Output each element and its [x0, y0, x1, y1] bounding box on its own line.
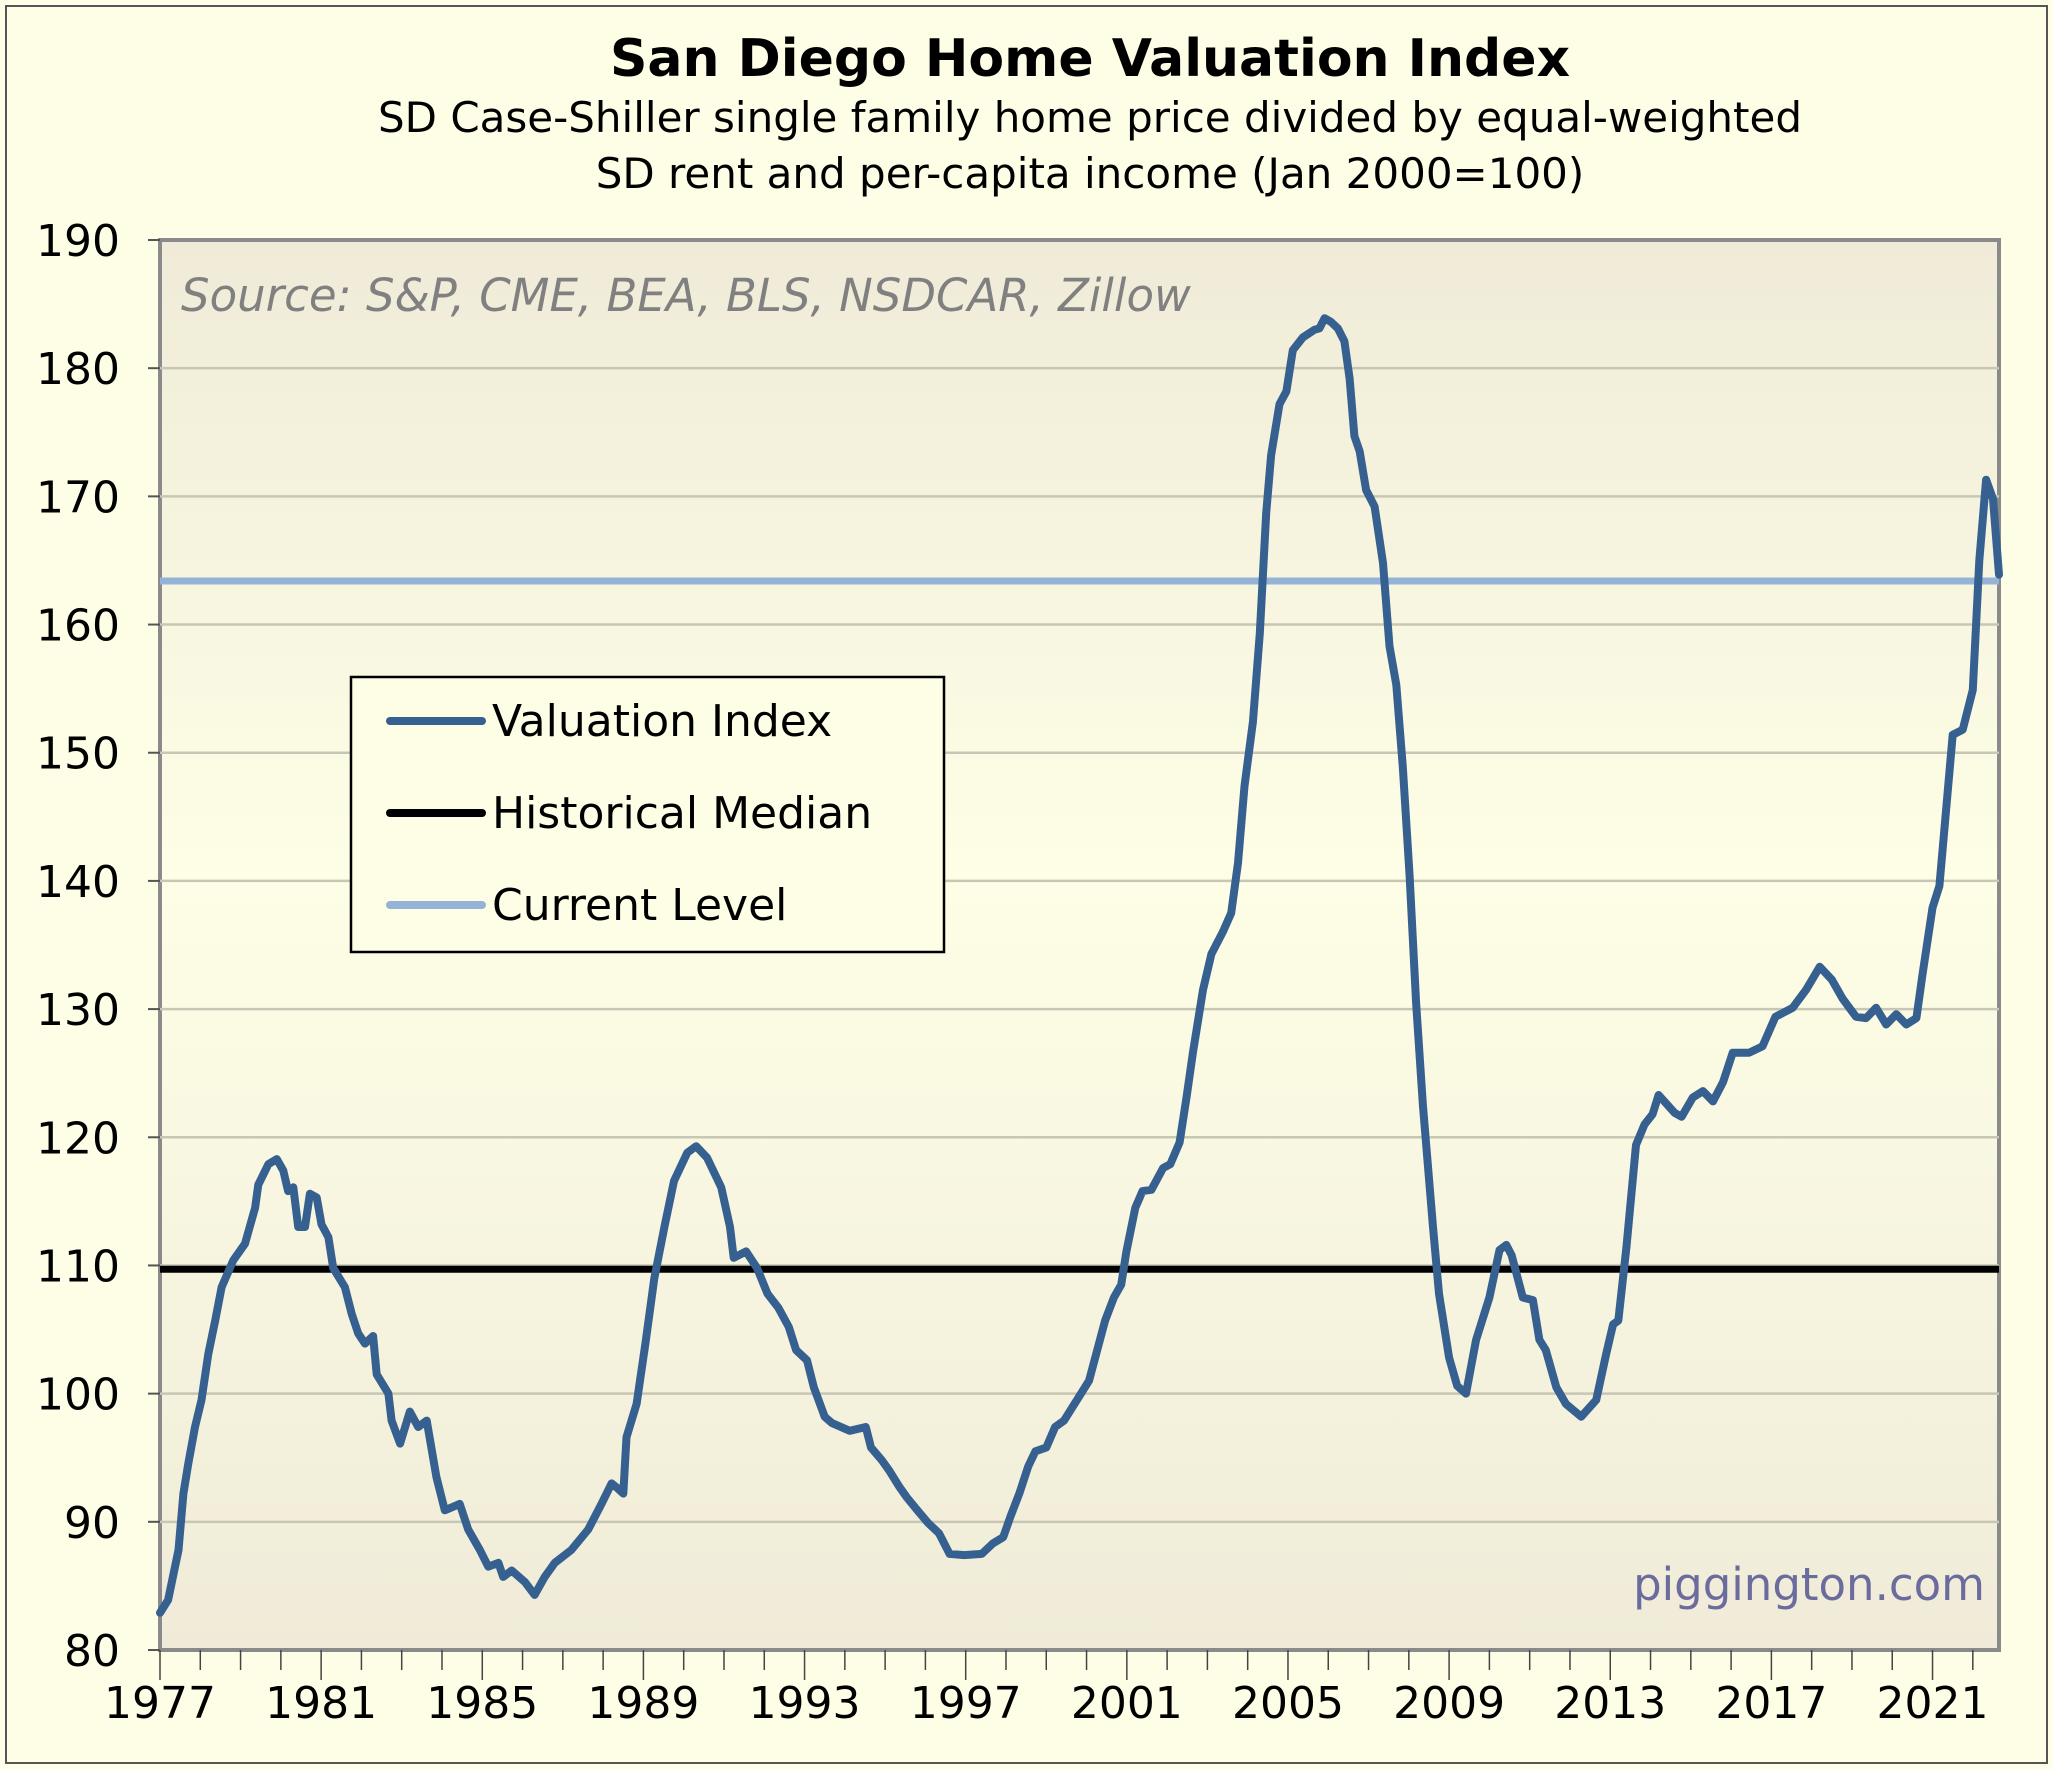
x-tick-label: 1993	[749, 1678, 861, 1729]
series-layer	[156, 314, 2003, 1617]
y-tick-label: 160	[36, 601, 120, 652]
x-tick-label: 2009	[1393, 1678, 1505, 1729]
legend-label-current-level: Current Level	[492, 880, 787, 931]
chart-title: San Diego Home Valuation Index	[610, 29, 1570, 89]
x-tick-label: 2013	[1554, 1678, 1666, 1729]
y-tick-label: 80	[64, 1626, 120, 1677]
y-tick-label: 120	[36, 1113, 120, 1164]
valuation-index-line	[156, 314, 2003, 1617]
x-tick-label: 2017	[1715, 1678, 1827, 1729]
legend-label-historical-median: Historical Median	[492, 788, 872, 839]
y-tick-label: 90	[64, 1498, 120, 1549]
source-note: Source: S&P, CME, BEA, BLS, NSDCAR, Zill…	[181, 269, 1191, 322]
y-tick-label: 150	[36, 729, 120, 780]
x-tick-label: 1981	[265, 1678, 377, 1729]
x-tick-label: 1985	[426, 1678, 538, 1729]
y-tick-label: 190	[36, 216, 120, 267]
watermark: piggington.com	[1633, 1558, 1985, 1611]
y-tick-label: 130	[36, 985, 120, 1036]
x-tick-label: 1997	[910, 1678, 1022, 1729]
chart-subtitle-line-1: SD Case-Shiller single family home price…	[378, 93, 1802, 142]
x-axis: 1977 1981 1985 1989 1993 1997 2001 2005 2009 2013…	[104, 1650, 1989, 1729]
chart-subtitle-line-2: SD rent and per-capita income (Jan 2000=…	[596, 149, 1585, 198]
x-tick-label: 2021	[1877, 1678, 1989, 1729]
x-tick-label: 2005	[1232, 1678, 1344, 1729]
y-tick-label: 110	[36, 1241, 120, 1292]
legend-label-valuation-index: Valuation Index	[492, 696, 832, 747]
x-tick-label: 1977	[104, 1678, 216, 1729]
y-axis: 80 90 100 110 120 130 140 150 160 170 180 190	[36, 216, 160, 1677]
legend: Valuation Index Historical Median Curren…	[349, 675, 946, 954]
y-tick-label: 140	[36, 857, 120, 908]
y-tick-label: 170	[36, 472, 120, 523]
y-tick-label: 100	[36, 1370, 120, 1421]
x-tick-label: 1989	[587, 1678, 699, 1729]
y-tick-label: 180	[36, 344, 120, 395]
x-tick-label: 2001	[1071, 1678, 1183, 1729]
